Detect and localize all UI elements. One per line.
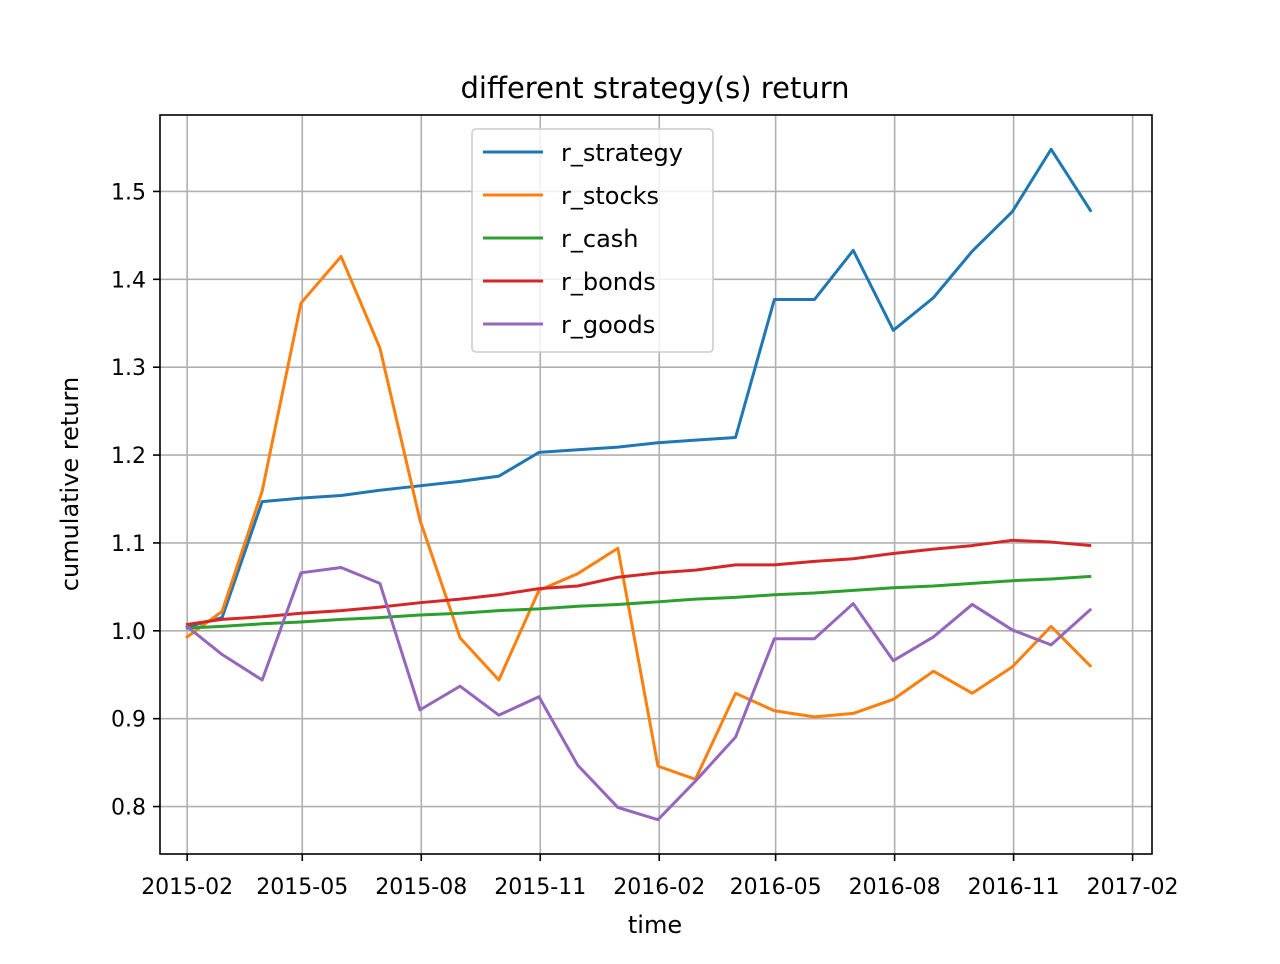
legend-label: r_bonds (561, 268, 656, 296)
legend: r_strategy r_stocks r_cash r_bonds r_goods (471, 128, 714, 353)
x-tick-label: 2015-05 (256, 875, 348, 900)
x-tick-label: 2016-08 (849, 875, 941, 900)
x-tick-label: 2017-02 (1087, 875, 1179, 900)
x-axis-label: time (628, 911, 682, 939)
series-line-r-bonds (185, 538, 1092, 627)
legend-box (471, 128, 714, 353)
series-line-r-strategy (185, 147, 1093, 629)
legend-label: r_goods (561, 311, 655, 339)
y-tick-label: 1.5 (111, 180, 146, 205)
y-tick-label: 1.3 (111, 356, 146, 381)
y-axis-label: cumulative return (56, 377, 84, 591)
legend-label: r_strategy (561, 139, 683, 167)
x-tick-label: 2016-05 (730, 875, 822, 900)
series-line-r-goods (184, 566, 1093, 822)
y-tick-label: 1.1 (111, 532, 146, 557)
x-tick-label: 2015-11 (494, 875, 586, 900)
legend-label: r_stocks (561, 182, 659, 210)
series-line-r-stocks (184, 254, 1093, 781)
y-tick-label: 1.2 (111, 444, 146, 469)
y-tick-label: 0.9 (111, 708, 146, 733)
x-tick-label: 2016-11 (968, 875, 1060, 900)
y-axis-ticks: 0.8 0.9 1.0 1.1 1.2 1.3 1.4 1.5 (111, 180, 160, 821)
legend-label: r_cash (561, 225, 638, 253)
y-tick-label: 1.4 (111, 268, 146, 293)
x-tick-label: 2016-02 (613, 875, 705, 900)
y-tick-label: 1.0 (111, 620, 146, 645)
x-axis-ticks: 2015-02 2015-05 2015-08 2015-11 2016-02 2016-… (141, 854, 1179, 900)
grid (160, 115, 1152, 854)
x-tick-label: 2015-08 (375, 875, 467, 900)
y-tick-label: 0.8 (111, 796, 146, 821)
series-line-r-cash (185, 574, 1092, 630)
series-lines (184, 147, 1093, 822)
plot-frame (159, 114, 1153, 855)
x-tick-label: 2015-02 (141, 875, 233, 900)
chart-title: different strategy(s) return (461, 71, 850, 105)
